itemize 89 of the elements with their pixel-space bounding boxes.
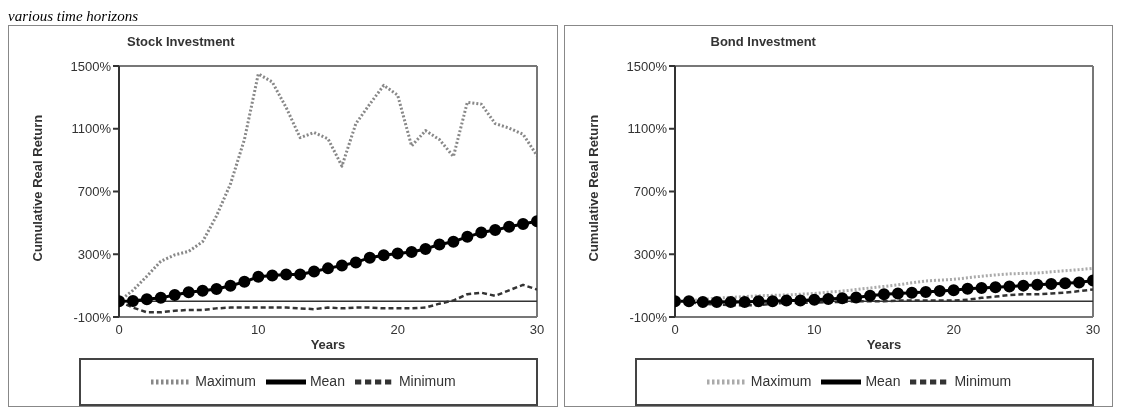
point — [835, 292, 848, 305]
x-tick-label: 20 — [945, 322, 961, 338]
point — [738, 296, 751, 309]
point — [196, 284, 209, 297]
y-tick-label: 1100% — [71, 121, 112, 137]
point — [877, 288, 890, 301]
point — [905, 286, 918, 299]
point — [807, 293, 820, 306]
point — [1044, 278, 1057, 291]
point — [710, 296, 723, 309]
point — [154, 291, 167, 304]
point — [322, 262, 334, 275]
point — [1030, 278, 1043, 291]
y-tick-label: 300% — [77, 246, 112, 262]
point — [475, 226, 488, 239]
point — [280, 268, 293, 281]
point — [766, 295, 779, 308]
point — [988, 281, 1001, 294]
point — [405, 246, 418, 259]
point — [140, 293, 153, 306]
text: various time horizons — [8, 8, 139, 25]
point — [933, 285, 946, 298]
x-tick-label: 0 — [670, 322, 679, 338]
y-tick-label: 700% — [77, 184, 112, 200]
x-tick-label: 0 — [115, 322, 123, 338]
y-axis-title: Cumulative Real Return — [29, 114, 45, 262]
point — [335, 259, 348, 272]
legend-label: Minimum — [954, 372, 1012, 389]
point — [377, 249, 390, 262]
point — [1002, 280, 1015, 293]
point — [363, 251, 376, 264]
point — [517, 217, 530, 230]
legend-label: Mean — [309, 372, 345, 389]
point — [821, 292, 834, 305]
point — [1016, 279, 1029, 292]
point — [433, 238, 446, 251]
x-tick-label: 20 — [390, 322, 405, 338]
point — [849, 291, 862, 304]
point — [168, 289, 181, 302]
point — [696, 296, 709, 309]
point — [224, 279, 237, 292]
point — [975, 281, 988, 294]
y-tick-label: -100% — [628, 309, 667, 325]
y-tick-label: 1500% — [626, 58, 667, 74]
point — [961, 282, 974, 295]
point — [349, 256, 362, 269]
point — [447, 235, 460, 248]
legend-label: Maximum — [195, 372, 256, 389]
point — [779, 294, 792, 307]
point — [793, 294, 806, 307]
chart-title: Stock Investment — [127, 34, 235, 49]
point — [210, 282, 223, 295]
point — [266, 269, 279, 282]
x-axis-title: Years — [866, 337, 901, 352]
y-tick-label: 1500% — [70, 58, 112, 74]
chart-title: Bond Investment — [710, 34, 816, 49]
x-tick-label: 30 — [1085, 322, 1100, 338]
x-tick-label: 10 — [251, 322, 266, 338]
point — [919, 285, 932, 298]
point — [947, 284, 960, 297]
point — [252, 270, 265, 283]
point — [294, 268, 307, 281]
point — [489, 224, 502, 237]
y-tick-label: 1100% — [626, 121, 667, 137]
point — [724, 296, 737, 309]
point — [308, 265, 321, 278]
y-axis-title: Cumulative Real Return — [585, 114, 601, 262]
point — [752, 295, 765, 308]
point — [891, 287, 904, 300]
point — [1058, 277, 1071, 290]
y-tick-label: 300% — [633, 246, 667, 262]
point — [682, 295, 695, 308]
legend-label: Maximum — [750, 372, 812, 389]
point — [182, 286, 195, 299]
x-tick-label: 30 — [529, 322, 545, 338]
point — [863, 289, 876, 302]
y-tick-label: 700% — [633, 184, 667, 200]
point — [238, 275, 251, 288]
point — [391, 247, 404, 260]
point — [1072, 276, 1085, 289]
x-tick-label: 10 — [806, 322, 822, 338]
point — [419, 242, 432, 255]
legend-label: Minimum — [398, 372, 456, 389]
x-axis-title: Years — [310, 337, 346, 352]
point — [503, 220, 516, 233]
legend-label: Mean — [865, 372, 901, 389]
point — [461, 230, 474, 243]
y-tick-label: -100% — [73, 309, 112, 325]
point — [126, 295, 139, 307]
